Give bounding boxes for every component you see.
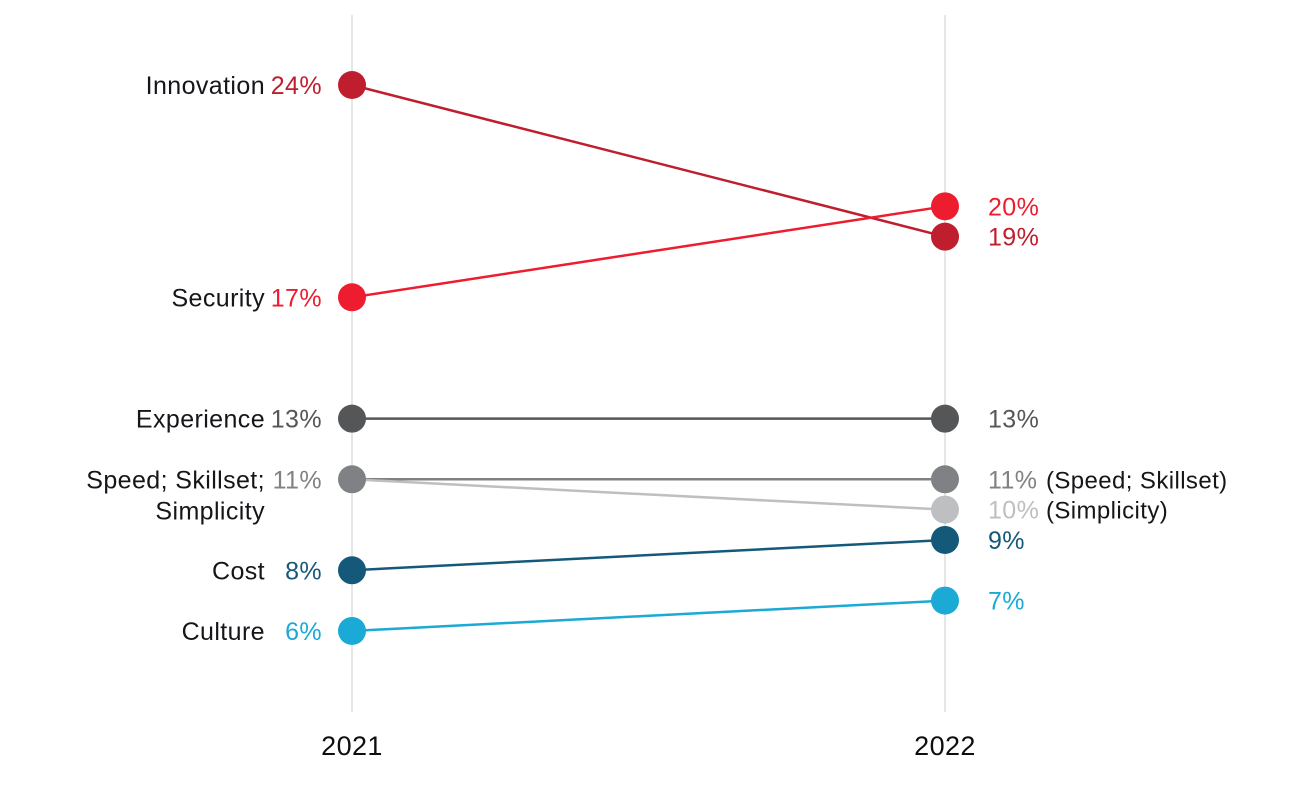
innovation-category-label: Innovation: [146, 72, 265, 100]
culture-dot-2022: [931, 586, 959, 615]
speed-skillset-value-2022: 11%: [988, 466, 1037, 494]
security-line: [351, 205, 946, 299]
cost-value-2021: 8%: [285, 557, 322, 585]
innovation-value-2021: 24%: [271, 72, 322, 100]
simplicity-dot-2022: [931, 495, 959, 524]
security-dot-2022: [931, 192, 959, 221]
innovation-value-2022: 19%: [988, 224, 1039, 252]
security-value-2021: 17%: [271, 284, 322, 312]
cost-category-label: Cost: [212, 557, 265, 585]
simplicity-right-note: (Simplicity): [1046, 498, 1168, 525]
culture-category-label: Culture: [182, 618, 265, 646]
simplicity-value-2022: 10%: [988, 497, 1039, 525]
cost-line: [351, 538, 946, 572]
security-category-label: Security: [171, 284, 265, 312]
speed-skillset-category-label: Speed; Skillset; Simplicity: [86, 466, 265, 525]
culture-dot-2021: [338, 616, 366, 645]
security-dot-2021: [338, 283, 366, 312]
speed-skillset-value-2021: 11%: [273, 466, 322, 494]
simplicity-line: [351, 478, 946, 511]
experience-dot-2021: [338, 404, 366, 433]
cost-dot-2022: [931, 525, 959, 554]
experience-value-2022: 13%: [988, 406, 1039, 434]
innovation-line: [351, 83, 946, 238]
cost-value-2022: 9%: [988, 527, 1025, 555]
innovation-dot-2022: [931, 222, 959, 251]
speed-skillset-right-note: (Speed; Skillset): [1046, 467, 1228, 494]
culture-line: [351, 599, 946, 633]
innovation-dot-2021: [338, 71, 366, 99]
speed-skillset-dot-2021: [338, 465, 366, 494]
experience-category-label: Experience: [136, 406, 265, 434]
axis-label-2021: 2021: [321, 731, 383, 761]
cost-dot-2021: [338, 556, 366, 585]
axis-label-2022: 2022: [914, 731, 976, 761]
security-value-2022: 20%: [988, 193, 1039, 221]
experience-dot-2022: [931, 404, 959, 433]
culture-value-2022: 7%: [988, 588, 1025, 616]
speed-skillset-dot-2022: [931, 465, 959, 494]
experience-value-2021: 13%: [271, 406, 322, 434]
culture-value-2021: 6%: [285, 618, 322, 646]
